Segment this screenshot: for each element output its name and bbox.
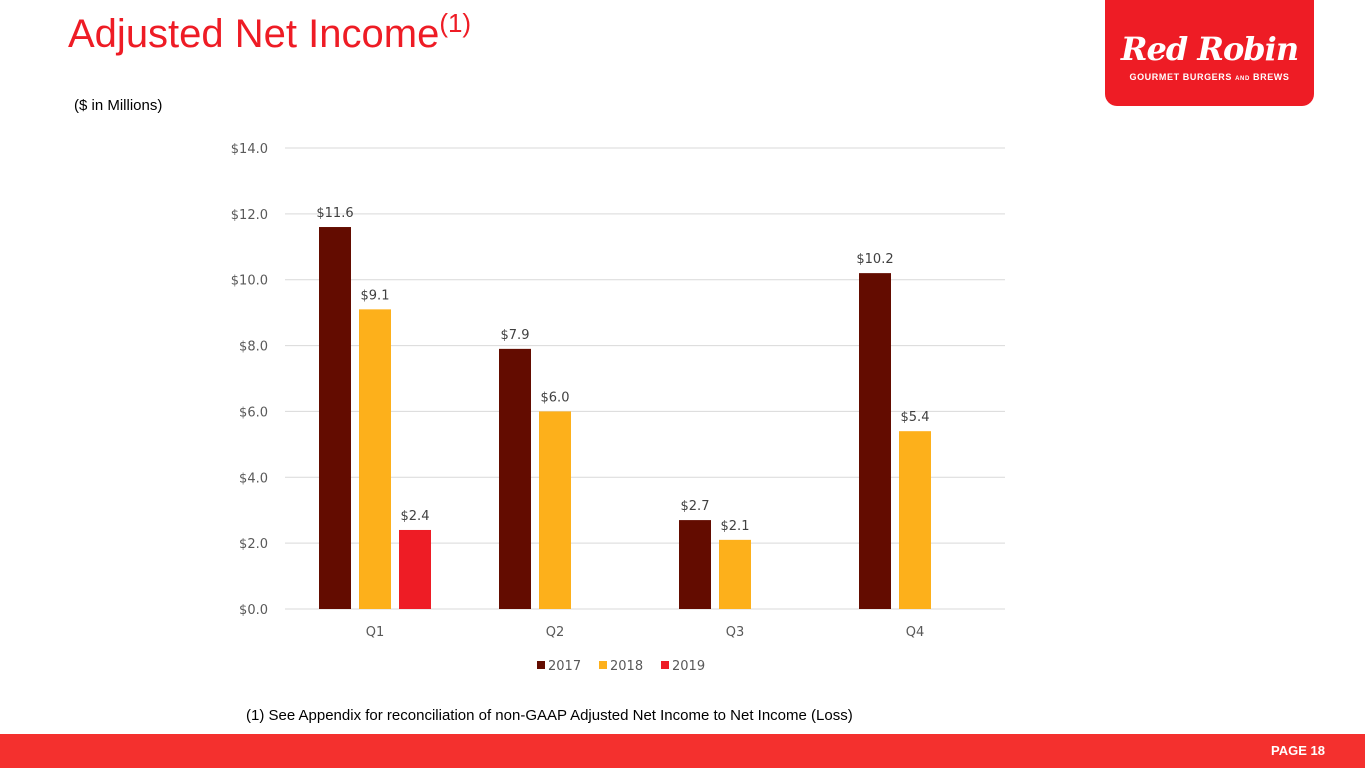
title-text: Adjusted Net Income <box>68 12 440 56</box>
page-title: Adjusted Net Income(1) <box>68 8 471 57</box>
bar-2019-Q1 <box>399 529 431 609</box>
bar-2017-Q4 <box>859 273 891 609</box>
data-label: $2.1 <box>721 519 750 534</box>
bar-2017-Q1 <box>319 227 351 609</box>
y-tick-label: $12.0 <box>231 208 268 223</box>
legend-label-2019: 2019 <box>672 659 705 674</box>
legend-label-2017: 2017 <box>548 659 581 674</box>
page-number: PAGE 18 <box>1271 743 1325 758</box>
bar-2018-Q3 <box>719 539 751 609</box>
adjusted-net-income-chart: $0.0 $2.0 $4.0 $6.0 $8.0 $10.0 $12.0 $14.0 Q1 $11… <box>231 142 1005 674</box>
data-label: $5.4 <box>901 410 930 425</box>
title-footnote-ref: (1) <box>439 8 472 38</box>
bar-2017-Q2 <box>499 348 531 609</box>
legend-label-2018: 2018 <box>610 659 643 674</box>
y-tick-label: $14.0 <box>231 142 268 157</box>
bar-2018-Q4 <box>899 431 931 609</box>
y-tick-label: $10.0 <box>231 274 268 289</box>
legend-swatch-2018 <box>599 661 607 669</box>
y-tick-label: $0.0 <box>239 603 268 618</box>
units-subtitle: ($ in Millions) <box>74 97 163 114</box>
y-tick-label: $2.0 <box>239 537 268 552</box>
x-tick-label: Q2 <box>546 625 565 640</box>
x-tick-label: Q4 <box>906 625 925 640</box>
footer-bar: PAGE 18 <box>0 734 1365 768</box>
y-tick-label: $4.0 <box>239 471 268 486</box>
bar-2018-Q1 <box>359 309 391 609</box>
y-tick-label: $8.0 <box>239 340 268 355</box>
data-label: $11.6 <box>316 206 353 221</box>
x-tick-label: Q3 <box>726 625 745 640</box>
bar-2017-Q3 <box>679 520 711 609</box>
legend-swatch-2019 <box>661 661 669 669</box>
bar-2018-Q2 <box>539 411 571 609</box>
data-label: $9.1 <box>361 288 390 303</box>
data-label: $2.7 <box>681 499 710 514</box>
data-label: $2.4 <box>401 509 430 524</box>
data-label: $10.2 <box>856 252 893 267</box>
x-tick-label: Q1 <box>366 625 385 640</box>
data-label: $7.9 <box>501 328 530 343</box>
data-label: $6.0 <box>541 390 570 405</box>
red-robin-logo: Red Robin GOURMET BURGERS AND BREWS <box>1105 0 1314 106</box>
legend-swatch-2017 <box>537 661 545 669</box>
footnote: (1) See Appendix for reconciliation of n… <box>246 707 853 724</box>
y-tick-label: $6.0 <box>239 405 268 420</box>
